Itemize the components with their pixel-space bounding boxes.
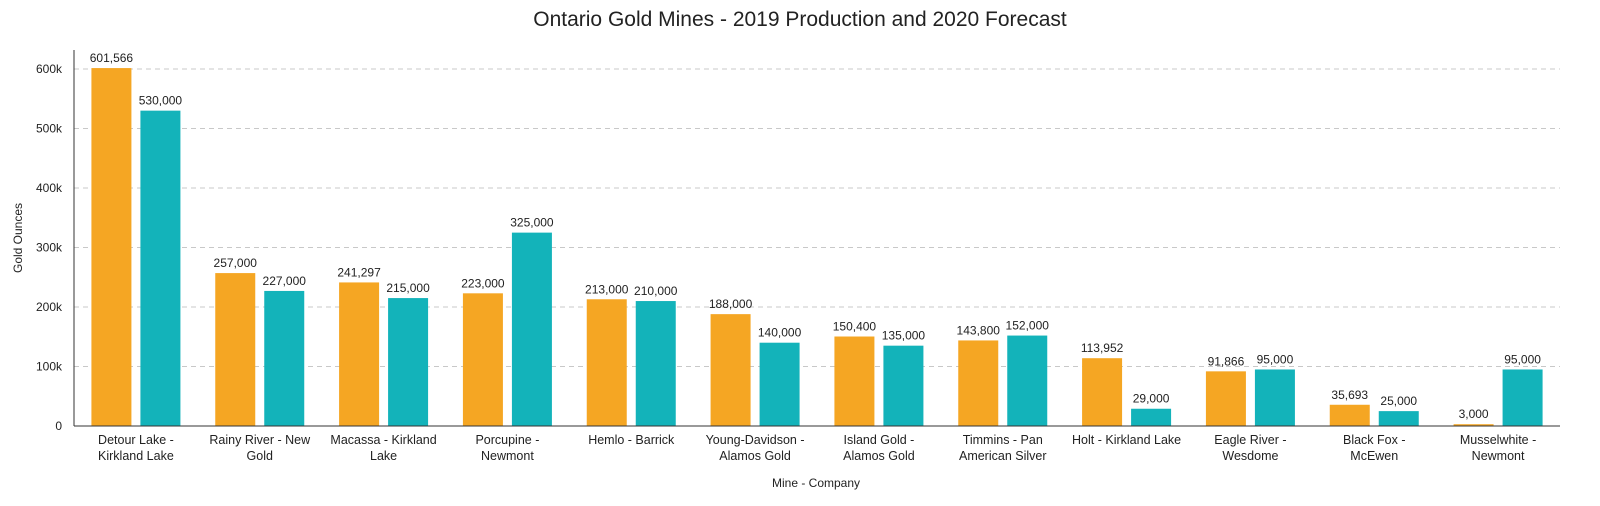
bar [1329,404,1370,426]
bar [710,314,751,426]
bar [215,273,256,426]
data-label: 188,000 [709,297,753,311]
data-label: 140,000 [758,326,802,340]
x-tick-label: Gold [247,449,273,463]
bar [1502,369,1543,426]
bar [1082,358,1123,426]
x-tick-label: Holt - Kirkland Lake [1072,433,1181,447]
bar [635,301,676,426]
data-label: 135,000 [882,329,926,343]
bar [1378,411,1419,426]
data-label: 95,000 [1257,352,1294,366]
x-tick-label: Kirkland Lake [98,449,174,463]
x-tick-label: Eagle River - [1214,433,1286,447]
bar [1453,424,1494,426]
bar [91,68,132,426]
data-label: 113,952 [1081,341,1124,355]
x-tick-label: Newmont [1472,449,1525,463]
chart-title: Ontario Gold Mines - 2019 Production and… [533,8,1067,31]
bar [511,232,552,426]
y-tick-label: 600k [36,62,63,76]
data-label: 210,000 [634,284,678,298]
x-tick-label: Newmont [481,449,534,463]
x-axis-categories: Detour Lake - Kirkland Lake Rainy River - … [98,433,1536,463]
x-tick-label: Rainy River - New [209,433,311,447]
x-tick-label: Timmins - Pan [963,433,1043,447]
data-label: 215,000 [386,281,430,295]
y-axis-title: Gold Ounces [11,203,25,273]
data-label: 227,000 [263,274,307,288]
data-label: 3,000 [1459,407,1489,421]
bar [1205,371,1246,426]
y-tick-label: 200k [36,300,63,314]
data-label: 35,693 [1331,388,1368,402]
x-tick-label: Detour Lake - [98,433,174,447]
x-tick-label: Wesdome [1222,449,1278,463]
x-tick-label: Alamos Gold [719,449,791,463]
data-label: 241,297 [337,265,381,279]
bars [91,68,1543,427]
bar [834,336,875,426]
data-label: 143,800 [957,323,1001,337]
x-tick-label: McEwen [1350,449,1398,463]
data-label: 601,566 [90,51,134,65]
data-label: 213,000 [585,282,629,296]
data-labels: 601,566 530,000 257,000 227,000 241,297 215,0… [90,51,1542,421]
data-label: 29,000 [1133,392,1170,406]
data-label: 91,866 [1208,354,1245,368]
data-label: 325,000 [510,216,554,230]
y-tick-label: 300k [36,241,63,255]
x-tick-label: Lake [370,449,397,463]
x-tick-label: Black Fox - [1343,433,1406,447]
data-label: 257,000 [214,256,258,270]
y-tick-label: 100k [36,360,63,374]
bar [388,298,429,426]
x-tick-label: Musselwhite - [1460,433,1536,447]
bar [759,342,800,426]
bar [1131,408,1172,426]
x-tick-label: Hemlo - Barrick [588,433,675,447]
bar [586,299,627,426]
data-label: 95,000 [1504,352,1541,366]
bar [462,293,503,426]
bar [1007,335,1048,426]
data-label: 223,000 [461,276,505,290]
data-label: 152,000 [1006,319,1050,333]
data-label: 150,400 [833,320,877,334]
bar [1254,369,1295,426]
x-tick-label: Island Gold - [843,433,914,447]
data-label: 25,000 [1380,394,1417,408]
x-axis-title: Mine - Company [772,476,860,490]
x-tick-label: Porcupine - [475,433,539,447]
x-tick-label: Young-Davidson - [706,433,805,447]
bar [339,282,380,426]
grid-lines [74,68,1560,367]
bar [958,340,999,426]
x-tick-label: Alamos Gold [843,449,915,463]
y-axis-ticks: 0 100k 200k 300k 400k 500k 600k [36,62,63,433]
bar [264,290,305,426]
x-tick-label: American Silver [959,449,1047,463]
bar [140,110,181,427]
data-label: 530,000 [139,94,183,108]
bar [883,345,924,426]
y-tick-label: 0 [55,419,62,433]
x-tick-label: Macassa - Kirkland [330,433,436,447]
y-tick-label: 400k [36,181,63,195]
y-tick-label: 500k [36,122,63,136]
